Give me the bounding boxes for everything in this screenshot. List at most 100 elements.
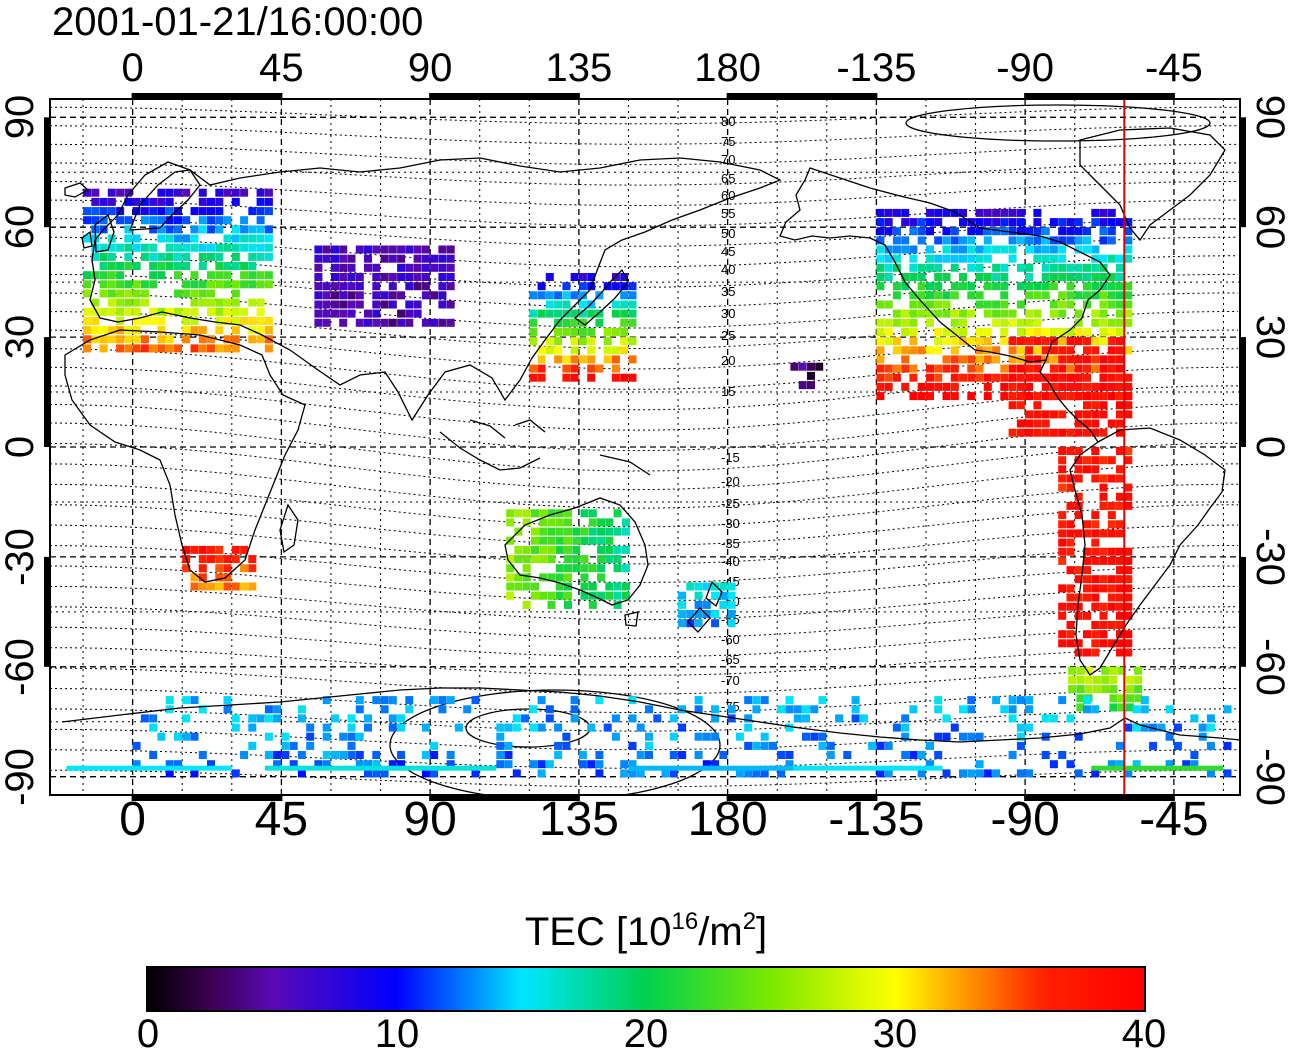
tec-cell-australia (531, 509, 539, 518)
tec-cell-caribbean (1016, 401, 1025, 410)
tec-cell-north-america (926, 245, 934, 254)
tec-cell-australia (555, 509, 564, 518)
tec-cell-europe (124, 298, 133, 307)
tec-cell-north-america (942, 227, 951, 236)
lon-tick-label-bottom: -45 (1139, 793, 1209, 846)
tec-cell-north-america (1091, 364, 1100, 373)
tec-cell-north-america (1091, 309, 1100, 318)
tec-cell-caribbean (1116, 373, 1124, 382)
tec-cell-europe (149, 243, 158, 252)
tec-cell-central-asia (331, 254, 339, 263)
tec-cell-antarctica (438, 705, 447, 714)
tec-cell-north-america (917, 273, 926, 281)
tec-cell-north-america (959, 373, 967, 382)
tec-cell-antarctica (1132, 723, 1141, 732)
tec-cell-europe (215, 252, 224, 261)
tec-cell-north-america (950, 346, 959, 355)
tec-cell-south-america (1058, 584, 1067, 593)
tec-cell-north-america (1033, 208, 1042, 217)
coastline-central-america (1039, 359, 1099, 443)
tec-cell-antarctica (942, 714, 951, 723)
lon-tick-label-bottom: 90 (403, 793, 457, 846)
tec-cell-caribbean (1107, 419, 1116, 428)
tec-cell-antarctica (1058, 696, 1067, 705)
tec-cell-new-zealand (694, 610, 703, 618)
tec-cell-caribbean (1099, 355, 1108, 364)
tec-cell-europe (99, 243, 108, 252)
tec-cell-south-america (1083, 566, 1091, 575)
tec-cell-antarctica (545, 760, 554, 769)
coastline-japan (573, 268, 629, 326)
tec-cell-antarctica (1074, 769, 1083, 778)
tec-cell-australia (547, 600, 556, 609)
tec-cell-europe (116, 307, 125, 316)
tec-cell-caribbean (1099, 392, 1108, 401)
tec-cell-europe (107, 252, 116, 261)
tec-cell-antarctica (504, 760, 513, 769)
tec-cell-antarctica (628, 696, 637, 705)
tec-cell-east-asia (570, 318, 579, 327)
tec-cell-europe (207, 344, 215, 353)
tec-cell-antarctica (1016, 696, 1025, 705)
contour-line (50, 292, 1238, 329)
contour-line (50, 463, 1238, 509)
tec-cell-north-america (975, 373, 984, 382)
tec-cell-north-america (1083, 273, 1091, 281)
tec-cell-antarctica (1157, 723, 1166, 732)
tec-cell-europe (91, 326, 100, 335)
coastline-south-america (1069, 427, 1226, 676)
tec-cell-north-america (884, 337, 893, 346)
tec-cell-antarctica (636, 769, 645, 778)
tec-cell-south-america (1099, 547, 1108, 556)
tec-cell-antarctica (735, 769, 744, 778)
tec-cell-east-asia (620, 291, 629, 300)
tec-cell-north-america (1058, 327, 1067, 336)
tec-cell-caribbean (1116, 410, 1124, 419)
tec-cell-europe (190, 225, 199, 234)
tec-cell-europe (124, 280, 133, 289)
tec-cell-central-asia (322, 318, 331, 327)
tec-cell-europe (140, 317, 149, 325)
tec-cell-patagonia (1076, 685, 1085, 694)
tec-cell-europe (149, 216, 158, 225)
tec-cell-north-america (876, 392, 885, 401)
tec-cell-europe (124, 243, 133, 252)
tec-cell-antarctica (322, 696, 331, 705)
tec-cell-south-america (1124, 547, 1133, 556)
contour-line (50, 348, 1238, 390)
frame-band (430, 93, 579, 99)
tec-cell-north-america (950, 382, 959, 391)
tec-cell-antarctica (496, 732, 505, 741)
tec-cell-south-america (1066, 483, 1075, 492)
tec-cell-antarctica (314, 760, 323, 769)
tec-cell-caribbean (1083, 382, 1091, 391)
tec-cell-europe (264, 243, 273, 252)
tec-cell-caribbean (1091, 428, 1100, 437)
tec-cell-south-america (1066, 593, 1075, 602)
tec-cell-antarctica (959, 705, 967, 714)
tec-cell-antarctica (1165, 732, 1174, 741)
tec-cell-central-asia (380, 245, 389, 254)
tec-cell-north-america (926, 346, 934, 355)
tec-cell-antarctica (983, 769, 992, 778)
tec-cell-central-asia (438, 300, 447, 309)
tec-cell-north-america (1000, 318, 1009, 327)
tec-cell-central-asia (380, 254, 389, 263)
tec-cell-antarctica (826, 751, 835, 759)
frame-band (44, 117, 50, 228)
tec-cell-north-america (917, 263, 926, 272)
tec-cell-north-america (983, 300, 992, 309)
tec-cell-europe (256, 280, 265, 289)
tec-cell-antarctica (306, 732, 315, 741)
tec-cell-australia (613, 527, 622, 536)
tec-cell-patagonia (1092, 685, 1101, 694)
tec-cell-antarctica (446, 760, 455, 769)
tec-cell-central-asia (331, 291, 339, 300)
tec-cell-antarctica (711, 732, 720, 741)
frame-band (44, 556, 50, 667)
tec-cell-north-america (876, 236, 885, 245)
tec-cell-europe (165, 216, 174, 225)
tec-cell-central-asia (438, 282, 447, 291)
tec-cell-north-america (1074, 245, 1083, 254)
tec-cell-east-asia (603, 282, 612, 291)
